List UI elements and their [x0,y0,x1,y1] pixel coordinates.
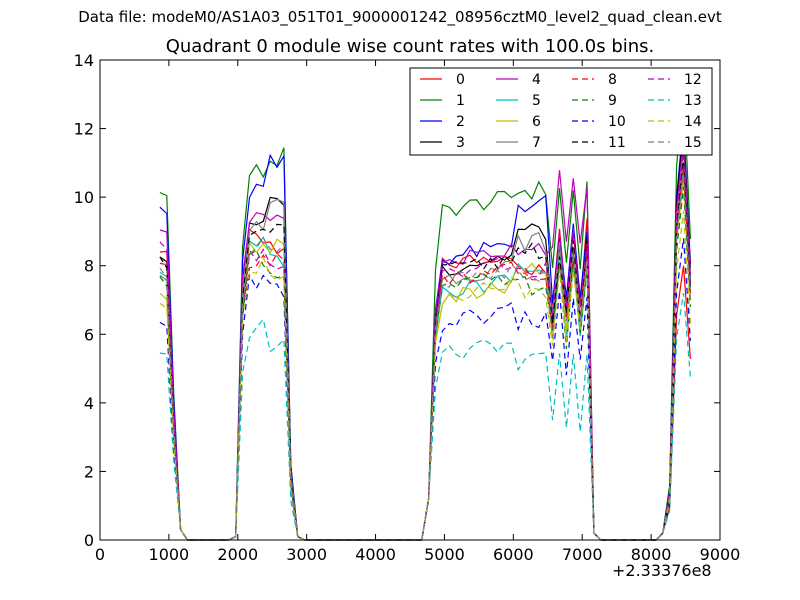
y-tick-label: 0 [84,531,94,550]
x-tick-label: 4000 [355,545,396,564]
x-tick-label: 8000 [631,545,672,564]
legend-label-1: 1 [456,93,465,109]
x-tick-label: 7000 [562,545,603,564]
y-tick-label: 4 [84,394,94,413]
x-tick-label: 9000 [700,545,741,564]
legend-label-0: 0 [456,72,465,88]
axes: 0 1000 2000 3000 4000 5000 6000 7000 8000 9000 0 2 4… [74,51,741,564]
x-tick-label: 5000 [424,545,465,564]
x-tick-label: 2000 [217,545,258,564]
y-tick-label: 8 [84,257,94,276]
legend-label-4: 4 [532,72,541,88]
legend-label-8: 8 [608,72,617,88]
legend-label-14: 14 [684,114,702,130]
x-tick-label: 6000 [493,545,534,564]
y-tick-label: 2 [84,462,94,481]
legend-box [409,67,713,156]
y-tick-label: 14 [74,51,94,70]
legend-label-5: 5 [532,93,541,109]
legend-label-9: 9 [608,93,617,109]
legend-label-12: 12 [684,72,702,88]
legend-label-3: 3 [456,135,465,151]
x-offset-label: +2.33376e8 [612,561,712,580]
figure-suptitle: Data file: modeM0/AS1A03_051T01_90000012… [78,8,722,26]
legend-label-13: 13 [684,93,702,109]
legend-label-15: 15 [684,135,702,151]
legend-label-6: 6 [532,114,541,130]
legend-label-11: 11 [608,135,626,151]
x-tick-label: 0 [95,545,105,564]
y-tick-label: 6 [84,325,94,344]
y-tick-label: 10 [74,188,94,207]
legend-label-7: 7 [532,135,541,151]
y-tick-label: 12 [74,120,94,139]
x-tick-label: 3000 [286,545,327,564]
plot-frame [99,59,721,541]
legend-label-2: 2 [456,114,465,130]
x-tick-label: 1000 [149,545,190,564]
chart-title: Quadrant 0 module wise count rates with … [165,36,655,57]
legend-label-10: 10 [608,114,626,130]
